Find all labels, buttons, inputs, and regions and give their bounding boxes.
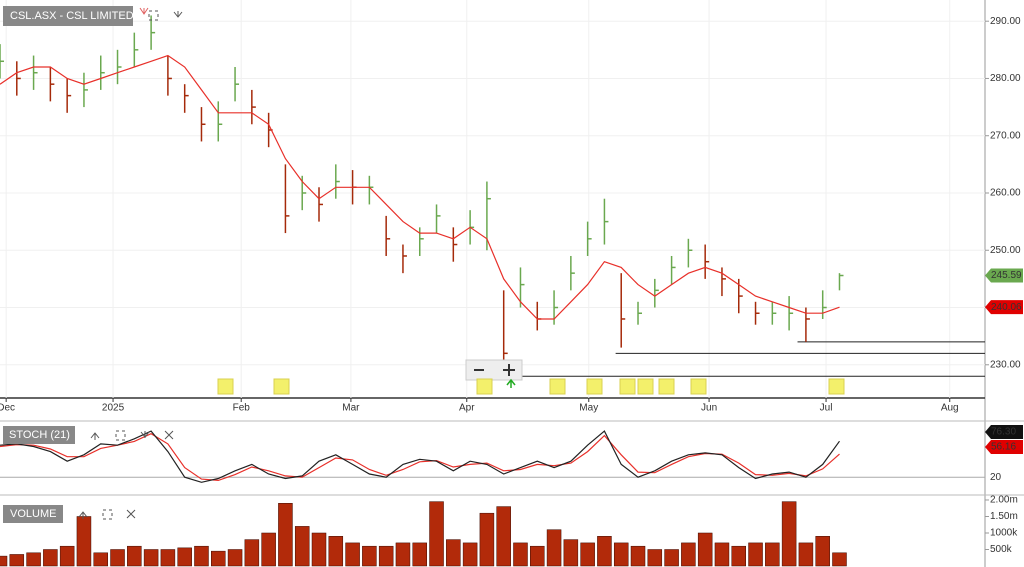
volume-title: VOLUME	[10, 508, 56, 520]
annotation-icons	[217, 378, 845, 395]
down-icon[interactable]	[173, 11, 183, 18]
zoom-out[interactable]	[474, 369, 484, 371]
title-badge: CSL.ASX - CSL LIMITED	[3, 6, 183, 26]
y-tick-label: 500k	[990, 544, 1013, 555]
y-tick-label: 290.00	[990, 16, 1021, 27]
volume-badge: VOLUME	[3, 505, 136, 523]
volume-bar	[261, 532, 276, 567]
zoom-in[interactable]	[503, 364, 515, 376]
volume-bar	[294, 526, 310, 567]
volume-bar	[43, 549, 58, 567]
moving-average	[0, 54, 840, 320]
volume-bar	[127, 545, 142, 567]
volume-bar	[9, 554, 25, 567]
volume-bar	[647, 549, 663, 567]
volume-bar	[378, 545, 394, 567]
volume-bar	[681, 542, 696, 567]
volume-bar	[177, 547, 192, 567]
volume-bar	[345, 542, 360, 567]
volume-bar	[26, 552, 41, 567]
y-tick-label: 2.00m	[990, 495, 1018, 506]
volume-bar	[513, 542, 528, 567]
y-tick-label: 260.00	[990, 188, 1021, 199]
volume-bar	[143, 549, 159, 567]
volume-bar	[479, 512, 495, 567]
x-tick-label: Feb	[233, 403, 251, 414]
volume-bar	[194, 545, 209, 567]
volume-bar	[731, 545, 746, 567]
volume-bar	[395, 542, 411, 567]
price-tag	[985, 268, 1023, 283]
zoom-controls	[465, 359, 523, 388]
price-tag-label: 56.16	[991, 442, 1016, 453]
volume-bar	[748, 542, 763, 567]
volume-bar	[597, 536, 612, 567]
volume-bar	[580, 542, 595, 567]
volume-bar	[462, 542, 478, 567]
volume-bar	[76, 516, 92, 567]
y-tick-label: 280.00	[990, 73, 1021, 84]
stoch-line	[0, 430, 840, 483]
volume-bar	[244, 539, 260, 567]
x-tick-label: Mar	[342, 403, 360, 414]
volume-bar	[496, 506, 511, 567]
volume-bar	[630, 545, 646, 567]
volume-bar	[278, 503, 293, 567]
y-tick-label: 1.50m	[990, 511, 1018, 522]
price-tag	[985, 425, 1023, 439]
volume-bar	[697, 532, 713, 567]
volume-bar	[0, 555, 8, 567]
x-tick-label: Aug	[941, 403, 959, 414]
price-tag-label: 76.30	[991, 427, 1016, 438]
volume-bar	[211, 550, 226, 567]
volume-bar	[664, 549, 679, 567]
x-tick-label: 2025	[102, 403, 125, 414]
volume-bar	[110, 549, 125, 567]
volume-bar	[429, 501, 444, 567]
x-tick-label: Jun	[701, 403, 717, 414]
volume-bar	[328, 536, 344, 567]
price-tag-label: 245.59	[991, 270, 1022, 281]
volume-bar	[765, 542, 780, 567]
x-tick-label: May	[579, 403, 598, 414]
y-tick-label: 270.00	[990, 130, 1021, 141]
icon[interactable]	[139, 7, 149, 15]
y-tick-label: 230.00	[990, 359, 1021, 370]
price-tag	[985, 440, 1023, 454]
volume-bar	[714, 542, 730, 567]
volume-bar	[227, 549, 243, 567]
volume-bar	[311, 532, 327, 567]
volume-bar	[613, 542, 629, 567]
price-tag	[985, 300, 1023, 315]
volume-bar	[546, 529, 562, 567]
chart-title: CSL.ASX - CSL LIMITED	[10, 10, 134, 22]
volume-bar	[362, 545, 377, 567]
stoch-title: STOCH (21)	[9, 429, 70, 441]
volume-bar	[412, 542, 427, 567]
volume-bar	[781, 501, 797, 567]
stoch-badge: STOCH (21)	[3, 426, 174, 444]
x-tick-label: Dec	[0, 403, 15, 414]
volume-bar	[563, 539, 579, 567]
y-tick-label: 1000k	[990, 528, 1018, 539]
x-tick-label: Apr	[459, 403, 475, 414]
volume-bar	[160, 549, 176, 567]
volume-bar	[832, 552, 847, 567]
volume-bar	[815, 536, 830, 567]
volume-bar	[59, 545, 75, 567]
volume-bar	[798, 542, 814, 567]
volume-bar	[530, 545, 545, 567]
price-tag-label: 240.06	[991, 302, 1022, 313]
x-tick-label: Jul	[820, 403, 833, 414]
stoch-line	[0, 433, 840, 482]
expand-icon[interactable]	[148, 10, 159, 21]
y-tick-label: 20	[990, 472, 1002, 483]
volume-bar	[93, 552, 108, 567]
volume-bar	[446, 539, 461, 567]
y-tick-label: 250.00	[990, 245, 1021, 256]
